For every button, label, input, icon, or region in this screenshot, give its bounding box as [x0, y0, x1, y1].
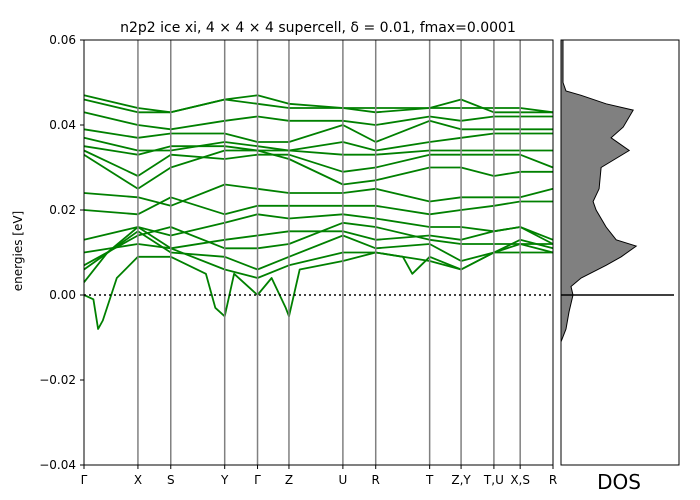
x-tick-label: Y	[220, 473, 229, 487]
band-line	[83, 213, 554, 241]
y-tick-label: 0.04	[49, 118, 76, 132]
x-tick-label: T	[425, 473, 434, 487]
x-tick-label: Γ	[81, 473, 88, 487]
band-line	[83, 251, 553, 330]
band-line	[83, 149, 553, 190]
band-structure-plot: −0.04 −0.02 0.00 0.02 0.04 0.06 Γ X S Y Γ Z U R T Z,Y T…	[11, 33, 557, 487]
band-line	[83, 226, 554, 283]
x-tick-label: X,S	[510, 473, 530, 487]
dos-plot-frame	[560, 39, 680, 466]
band-line	[83, 183, 554, 207]
chart-title: n2p2 ice xi, 4 × 4 × 4 supercell, δ = 0.…	[120, 20, 516, 36]
x-tick-label: S	[167, 473, 175, 487]
y-tick-label: 0.00	[49, 288, 76, 302]
x-tick-label: X	[134, 473, 142, 487]
x-tick-label: Γ	[254, 473, 261, 487]
y-tick-label: −0.04	[39, 458, 76, 472]
bands-layer	[83, 94, 554, 330]
x-tick-label: R	[372, 473, 380, 487]
x-tick-label: U	[338, 473, 347, 487]
x-tick-label: Z	[285, 473, 293, 487]
y-axis-label: energies [eV]	[11, 211, 25, 291]
band-line	[83, 119, 553, 143]
x-axis-ticks: Γ X S Y Γ Z U R T Z,Y T,U X,S R	[81, 465, 557, 487]
band-plot-frame	[83, 39, 554, 466]
dos-plot: DOS	[560, 39, 680, 494]
y-tick-label: −0.02	[39, 373, 76, 387]
x-tick-label: Z,Y	[451, 473, 471, 487]
x-tick-label: R	[549, 473, 557, 487]
band-line	[83, 111, 553, 131]
dos-area	[560, 39, 638, 342]
band-line	[83, 94, 554, 114]
y-tick-label: 0.02	[49, 203, 76, 217]
y-tick-label: 0.06	[49, 33, 76, 47]
high-symmetry-lines	[137, 40, 521, 465]
dos-axis-label: DOS	[597, 470, 641, 494]
y-axis-ticks: −0.04 −0.02 0.00 0.02 0.04 0.06	[39, 33, 84, 472]
band-line	[83, 196, 553, 216]
x-tick-label: T,U	[483, 473, 504, 487]
